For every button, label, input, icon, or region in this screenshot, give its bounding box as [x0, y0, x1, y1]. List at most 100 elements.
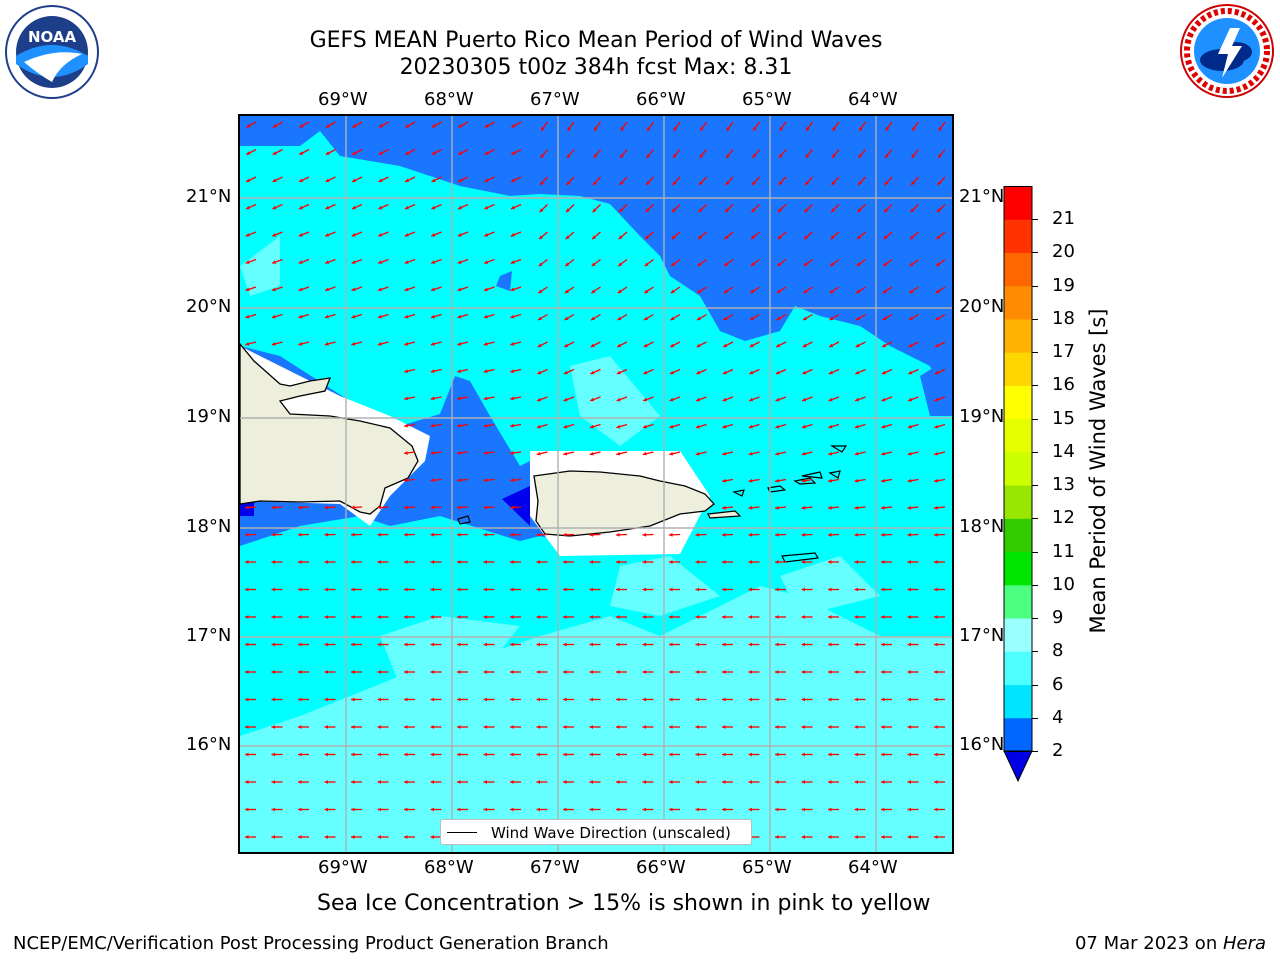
wind-wave-arrow — [698, 204, 707, 213]
wind-wave-arrow — [590, 286, 601, 294]
wind-wave-arrow — [536, 423, 548, 429]
wind-wave-arrow — [592, 204, 601, 213]
wind-wave-arrow — [616, 451, 628, 456]
wind-wave-arrow — [431, 176, 442, 183]
wind-wave-arrow — [483, 532, 495, 537]
wind-wave-arrow — [775, 835, 786, 839]
wind-wave-arrow — [539, 176, 548, 186]
wind-wave-arrow — [748, 615, 760, 619]
wind-wave-arrow — [404, 396, 416, 401]
wind-wave-arrow — [829, 286, 840, 294]
wind-wave-arrow — [801, 478, 813, 483]
wind-wave-arrow — [854, 396, 866, 402]
wind-wave-arrow — [298, 587, 309, 592]
wind-wave-arrow — [671, 204, 681, 213]
wind-wave-arrow — [484, 176, 495, 183]
wind-wave-arrow — [616, 725, 627, 729]
wind-wave-arrow — [642, 587, 654, 592]
lat-label-left: 19°N — [186, 406, 232, 427]
lon-label-top: 66°W — [636, 89, 686, 110]
wind-wave-arrow — [378, 148, 389, 156]
wind-wave-arrow — [430, 560, 442, 564]
wind-wave-arrow — [884, 176, 893, 186]
wind-wave-arrow — [907, 752, 919, 757]
wind-wave-arrow — [748, 807, 760, 812]
wind-wave-arrow — [510, 451, 522, 455]
wind-wave-arrow — [617, 286, 628, 294]
wind-wave-arrow — [881, 725, 892, 729]
wind-wave-arrow — [566, 149, 575, 159]
nws-logo — [1178, 2, 1276, 100]
wind-wave-arrow — [775, 697, 786, 702]
wind-wave-arrow — [457, 396, 469, 401]
wind-wave-arrow — [695, 532, 707, 537]
wind-wave-arrow — [695, 451, 707, 456]
wind-wave-arrow — [377, 587, 389, 592]
wind-wave-arrow — [510, 615, 521, 619]
wind-wave-arrow — [854, 451, 866, 456]
wind-wave-arrow — [590, 368, 601, 375]
wind-wave-arrow — [669, 780, 680, 784]
wind-wave-arrow — [907, 615, 919, 619]
footer-date-text: 07 Mar 2023 on — [1074, 933, 1223, 954]
wind-wave-arrow — [802, 286, 813, 294]
colorbar-tick-mark — [1032, 318, 1038, 320]
wind-wave-arrow — [271, 258, 283, 264]
wind-wave-arrow — [272, 231, 283, 237]
wind-wave-arrow — [643, 313, 654, 321]
wind-wave-arrow — [325, 203, 336, 210]
wind-wave-arrow — [536, 725, 548, 729]
wind-wave-arrow — [563, 615, 574, 619]
wind-wave-arrow — [430, 451, 442, 455]
wind-wave-arrow — [563, 752, 574, 757]
wind-wave-arrow — [484, 203, 495, 210]
wind-wave-arrow — [298, 780, 309, 784]
wind-wave-arrow — [828, 560, 839, 564]
wind-wave-arrow — [536, 807, 548, 812]
wind-wave-arrow — [404, 258, 416, 264]
wind-wave-arrow — [722, 587, 733, 592]
wind-wave-arrow — [857, 176, 866, 186]
wind-wave-arrow — [775, 451, 787, 456]
wind-wave-arrow — [642, 670, 654, 674]
wind-wave-arrow — [510, 670, 521, 674]
ocean-band-6-8 — [380, 616, 520, 686]
wind-wave-arrow — [642, 807, 654, 812]
wind-wave-arrow — [882, 258, 893, 267]
wind-wave-arrow — [752, 121, 761, 132]
wind-wave-arrow — [271, 505, 283, 510]
wind-wave-arrow — [298, 148, 310, 156]
wind-wave-arrow — [589, 451, 601, 456]
wind-wave-arrow — [298, 725, 309, 729]
wind-wave-arrow — [378, 203, 389, 210]
wind-wave-arrow — [510, 725, 521, 729]
wind-wave-arrow — [430, 313, 442, 319]
wind-wave-arrow — [483, 286, 495, 292]
wind-wave-arrow — [377, 313, 389, 319]
wind-wave-arrow — [827, 532, 840, 537]
wind-wave-arrow — [351, 780, 362, 784]
wind-wave-arrow — [802, 313, 813, 321]
wind-wave-arrow — [351, 752, 362, 757]
colorbar-svg — [1003, 186, 1033, 783]
wind-wave-arrow — [828, 642, 839, 647]
wind-wave-arrow — [748, 642, 760, 647]
wind-wave-arrow — [749, 286, 760, 294]
lon-label-bottom: 64°W — [848, 857, 898, 878]
wind-wave-arrow — [324, 258, 336, 264]
wind-wave-arrow — [271, 286, 283, 292]
wind-wave-arrow — [722, 615, 733, 619]
wind-wave-arrow — [777, 231, 787, 240]
wind-wave-arrow — [722, 396, 734, 402]
wind-wave-arrow — [776, 313, 787, 321]
wind-wave-arrow — [536, 532, 548, 537]
wind-wave-arrow — [377, 560, 389, 564]
wind-wave-arrow — [936, 204, 946, 213]
wind-wave-arrow — [324, 587, 336, 592]
wind-wave-arrow — [483, 505, 495, 510]
lat-label-right: 16°N — [959, 734, 1005, 755]
wind-wave-arrow — [723, 313, 734, 321]
wind-wave-arrow — [404, 560, 415, 564]
wind-wave-arrow — [536, 451, 548, 456]
wind-wave-arrow — [245, 615, 256, 619]
